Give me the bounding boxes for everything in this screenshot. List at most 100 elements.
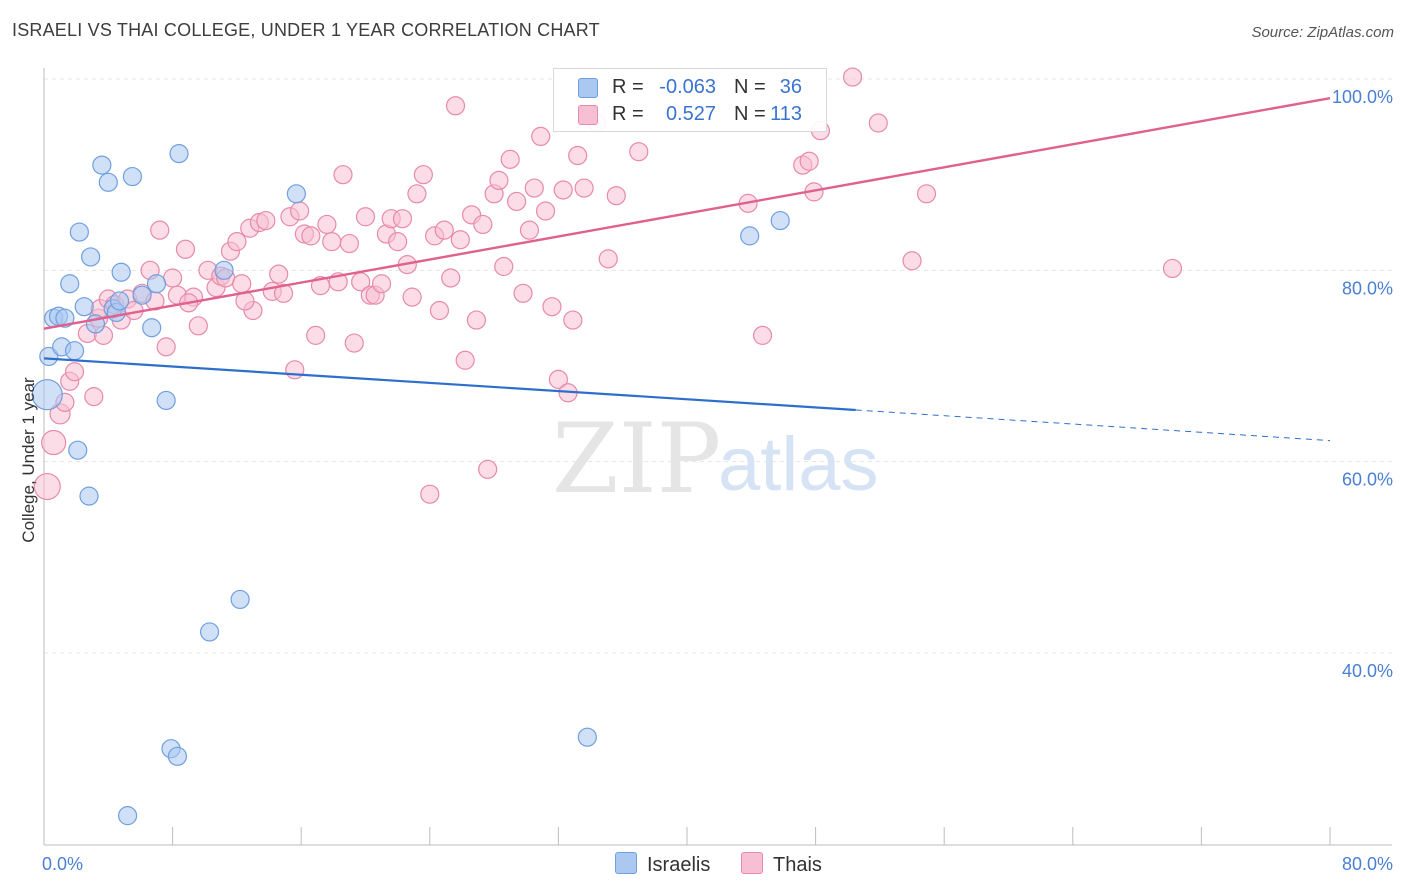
thais-point <box>317 214 337 235</box>
thais-point <box>568 145 588 166</box>
israelis-point <box>109 291 130 311</box>
thais-point <box>84 387 104 407</box>
israelis-swatch <box>578 78 598 98</box>
israelis-legend-label: Israelis <box>647 854 711 876</box>
israelis-legend-swatch <box>615 852 637 874</box>
thais-point <box>175 239 196 259</box>
thais-point <box>902 251 922 271</box>
y-tick-label-0: 40.0% <box>1342 661 1393 681</box>
thais-point <box>450 230 470 250</box>
thais-point <box>64 362 85 382</box>
thais-point <box>535 201 556 221</box>
thais-point <box>339 233 360 254</box>
thais-point <box>150 220 170 240</box>
thais-point <box>344 333 364 353</box>
trendlines <box>43 96 1331 442</box>
thais-point <box>188 316 208 336</box>
n-label: N = <box>734 76 766 98</box>
thais-point <box>289 201 310 221</box>
thais-point <box>227 232 247 252</box>
thais-point <box>156 337 176 357</box>
thais-point <box>455 350 475 370</box>
israelis-point <box>92 155 112 175</box>
thais-point <box>478 459 498 479</box>
thais-point <box>322 232 342 252</box>
axes <box>43 68 1392 846</box>
n-value: 113 <box>770 103 802 125</box>
watermark: ZIP atlas <box>552 403 879 515</box>
thais-point <box>563 310 583 330</box>
israelis-point <box>69 222 89 242</box>
thais-point <box>598 249 618 269</box>
y-axis-title: College, Under 1 year <box>19 377 38 543</box>
thais-point <box>232 274 252 294</box>
n-label: N = <box>734 103 766 125</box>
watermark-zip: ZIP <box>552 403 721 515</box>
israelis-point <box>770 210 790 231</box>
israelis-trend-line <box>43 357 856 412</box>
israelis-point <box>79 486 99 506</box>
israelis-point <box>111 262 131 282</box>
israelis-point <box>98 172 118 192</box>
thais-point <box>519 220 540 240</box>
israelis-point <box>55 308 75 328</box>
thais-point <box>333 165 353 185</box>
thais-point <box>548 369 569 389</box>
israelis-point <box>142 318 162 338</box>
r-value: -0.063 <box>659 76 716 98</box>
thais-point <box>542 297 562 317</box>
thais-point <box>489 170 509 191</box>
r-label: R = <box>612 76 644 98</box>
israelis-point <box>214 260 234 280</box>
israelis-point <box>167 746 188 766</box>
thais-point <box>868 113 888 133</box>
israelis-point <box>117 806 138 826</box>
thais-point <box>531 126 551 146</box>
israelis-point <box>230 589 250 610</box>
israelis-point <box>577 727 597 747</box>
thais-point <box>371 274 392 294</box>
tick-labels: 40.0% 60.0% 80.0% 100.0% 0.0% 80.0% <box>42 87 1393 874</box>
israelis-point <box>68 440 88 460</box>
israelis-point <box>169 144 189 164</box>
israelis-point <box>740 226 760 246</box>
thais-point <box>574 178 594 198</box>
thais-point <box>388 232 408 252</box>
thais-point <box>1162 258 1183 279</box>
correlation-legend: R = -0.063 N = 36 R = 0.527 N = 113 <box>553 68 827 132</box>
israelis-point <box>64 341 85 361</box>
thais-point <box>473 214 493 235</box>
legend-item-israelis[interactable]: Israelis <box>615 852 710 877</box>
thais-point <box>441 268 461 288</box>
israelis-point <box>146 274 167 294</box>
israelis-point <box>286 184 306 204</box>
thais-point <box>513 283 533 303</box>
israelis-point <box>60 274 80 294</box>
thais-point <box>916 184 937 204</box>
y-tick-label-2: 80.0% <box>1342 278 1393 298</box>
thais-point <box>41 429 67 456</box>
thais-point <box>301 226 321 246</box>
y-tick-label-1: 60.0% <box>1342 470 1393 490</box>
thais-swatch <box>578 105 598 125</box>
thais-point <box>33 472 61 501</box>
thais-point <box>413 165 433 185</box>
thais-point <box>606 186 626 206</box>
thais-point <box>306 325 326 345</box>
source-label: Source: ZipAtlas.com <box>1251 24 1394 41</box>
israelis-point <box>74 297 94 317</box>
thais-point <box>273 283 294 303</box>
israelis-point <box>199 622 220 642</box>
r-value: 0.527 <box>665 103 716 125</box>
thais-point <box>500 149 520 169</box>
israelis-point <box>81 247 101 267</box>
chart-title: ISRAELI VS THAI COLLEGE, UNDER 1 YEAR CO… <box>12 20 600 40</box>
gridlines <box>44 78 1392 654</box>
thais-point <box>629 142 649 162</box>
thais-point <box>355 207 376 227</box>
thais-point <box>163 268 183 288</box>
thais-point <box>420 484 440 504</box>
israelis-point <box>122 166 143 187</box>
legend-item-thais[interactable]: Thais <box>741 852 822 877</box>
